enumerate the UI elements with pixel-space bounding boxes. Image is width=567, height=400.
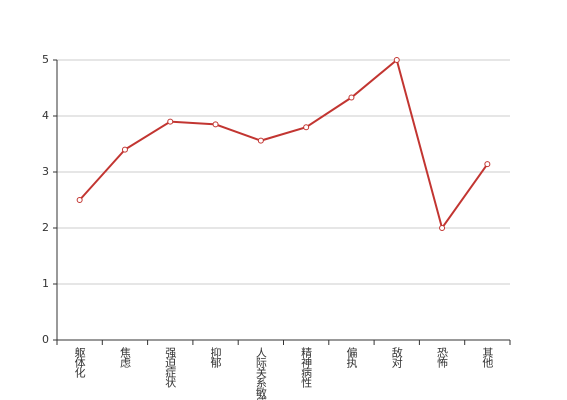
line: [78, 58, 489, 231]
x-tick-label: 焦虑: [118, 347, 131, 368]
x-tick-label: 人际关系敏感: [254, 347, 267, 400]
point: [439, 225, 446, 231]
x-tick-label: 偏执: [345, 346, 358, 369]
point: [393, 57, 400, 63]
x-tick-label: 敌对: [390, 346, 403, 368]
point: [121, 146, 128, 153]
y-tick-label: 2: [42, 221, 49, 234]
x-tick-label: 其他: [481, 347, 494, 368]
x-tick-label: 恐怖: [436, 347, 449, 368]
y-tick-label: 0: [42, 333, 49, 346]
y-tick-label: 5: [42, 53, 49, 66]
point: [212, 121, 219, 128]
point: [303, 124, 310, 131]
x-tick-label: 强迫症状: [164, 347, 177, 388]
x-tick-label: 抑郁: [209, 346, 222, 368]
x-tick-label: 精神病性: [300, 347, 313, 389]
point: [484, 161, 491, 168]
point: [348, 94, 355, 101]
y-tick-label: 3: [42, 165, 49, 178]
point: [257, 137, 264, 144]
point: [167, 118, 174, 125]
x-tick-label: 躯体化: [73, 347, 86, 379]
point: [76, 197, 83, 203]
y-tick-label: 1: [42, 277, 49, 290]
y-tick-label: 4: [42, 109, 49, 122]
